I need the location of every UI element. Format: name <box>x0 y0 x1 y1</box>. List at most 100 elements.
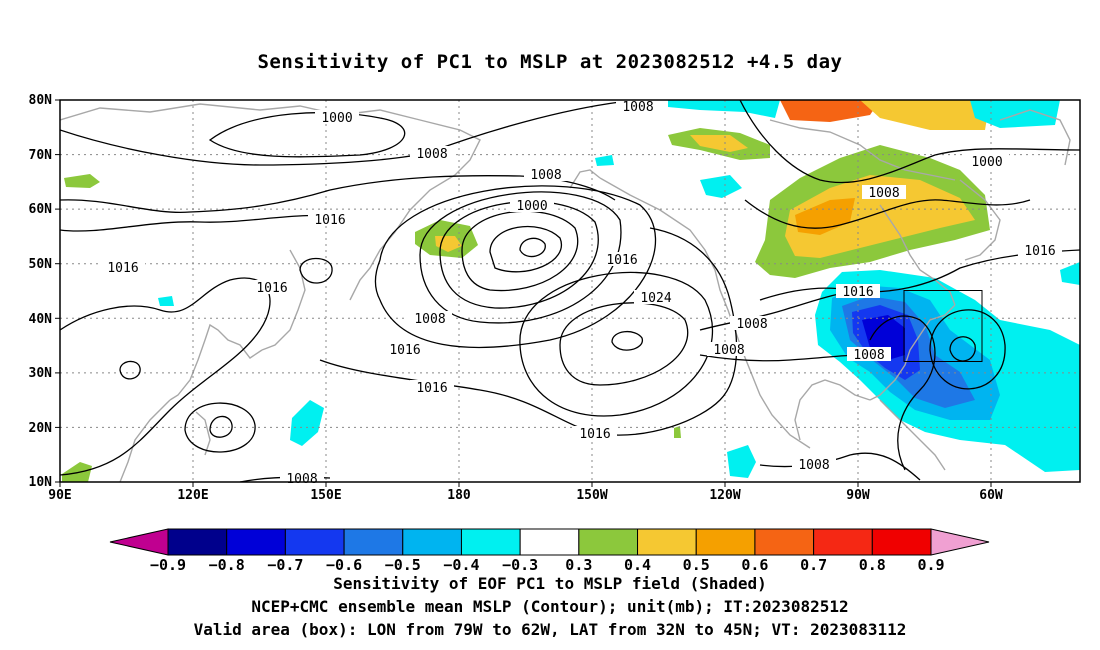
shade-spot-3 <box>158 296 174 306</box>
colorbar: −0.9 −0.8 −0.7 −0.6 −0.5 −0.4 −0.3 0.3 0.4 0.5 0.6… <box>109 528 990 574</box>
contour-label-text-11: 1008 <box>414 312 445 327</box>
contour-label-6: 1016 <box>308 212 352 228</box>
contour-pacific-low-3 <box>461 210 579 292</box>
colorbar-label-7: −0.3 <box>502 556 538 574</box>
colorbar-swatch-6 <box>460 528 521 556</box>
colorbar-swatch-12 <box>813 528 873 556</box>
colorbar-label-10: 0.5 <box>683 556 710 574</box>
lon-axis: 90E 120E 150E 180 150W 120W 90W 60W <box>48 482 1003 503</box>
contour-label-text-22: 1008 <box>853 348 884 363</box>
contour-label-7: 1016 <box>101 260 145 276</box>
shade-spot-2 <box>700 175 742 198</box>
coast-greenland <box>999 109 1071 166</box>
contour-label-text-10: 1024 <box>640 291 671 306</box>
coast-caribbean <box>879 399 946 471</box>
shade-mexico-negative <box>727 445 756 478</box>
map-frame <box>59 99 1081 483</box>
contour-label-2: 1008 <box>410 146 454 162</box>
contour-label-text-20: 1016 <box>1024 244 1055 259</box>
colorbar-label-9: 0.4 <box>624 556 651 574</box>
contour-1000-canada <box>739 100 1080 184</box>
sensitivity-shading <box>62 100 1080 482</box>
shade-arctic-negative <box>668 100 780 118</box>
contour-label-text-18: 1000 <box>971 155 1002 170</box>
contour-label-text-12: 1016 <box>389 343 420 358</box>
colorbar-swatch-8 <box>578 528 639 556</box>
contour-label-14: 1008 <box>730 316 774 332</box>
shade-spot-1 <box>595 155 614 166</box>
contour-label-text-8: 1016 <box>256 281 287 296</box>
contour-gulf-low <box>869 315 936 471</box>
contour-label-text-14: 1008 <box>736 317 767 332</box>
contour-label-text-13: 1016 <box>416 381 447 396</box>
contour-label-text-3: 1008 <box>622 100 653 115</box>
contour-label-19: 1008 <box>862 185 906 201</box>
lat-tick-20n: 20N <box>29 421 53 436</box>
contour-label-3: 1008 <box>616 99 660 115</box>
lon-tick-90e: 90E <box>48 488 71 503</box>
contour-label-text-2: 1008 <box>416 147 447 162</box>
contour-label-text-5: 1000 <box>516 199 547 214</box>
contour-label-17: 1008 <box>280 472 324 487</box>
coast-aleutians <box>569 169 601 189</box>
lat-tick-10n: 10N <box>29 475 53 490</box>
shade-canada-positive-mid <box>785 175 975 258</box>
colorbar-swatch-11 <box>754 528 815 556</box>
contour-atlantic-low <box>949 336 976 362</box>
colorbar-swatch-1 <box>167 528 228 556</box>
contour-label-text-7: 1016 <box>107 261 138 276</box>
shade-canada-positive-core <box>795 198 855 235</box>
colorbar-high-extension <box>930 528 990 556</box>
lon-tick-150e: 150E <box>310 488 341 503</box>
caption-line-3: Valid area (box): LON from 79W to 62W, L… <box>194 620 907 639</box>
contour-pacific-low-2 <box>489 225 563 273</box>
contour-label-12: 1016 <box>383 342 427 358</box>
shade-spot-5 <box>62 462 92 482</box>
shade-arctic-positive <box>860 100 990 130</box>
contour-china-cell <box>119 360 141 380</box>
contour-label-text-17: 1008 <box>286 472 317 487</box>
contour-1008-north <box>60 101 621 166</box>
map-title: Sensitivity of PC1 to MSLP at 2023082512… <box>257 51 842 73</box>
contour-label-10: 1024 <box>634 290 678 306</box>
colorbar-low-extension <box>109 528 169 556</box>
contour-label-text-6: 1016 <box>314 213 345 228</box>
lon-tick-60w: 60W <box>979 488 1003 503</box>
colorbar-label-4: −0.6 <box>326 556 362 574</box>
contour-label-9: 1016 <box>600 252 644 268</box>
colorbar-label-2: −0.8 <box>209 556 245 574</box>
coast-vietnam <box>119 399 171 482</box>
contour-wpac-low <box>209 415 233 438</box>
contour-wpac-low-2 <box>184 402 256 453</box>
coast-arctic-canada <box>769 119 956 181</box>
contour-pacific-low-core <box>519 237 546 258</box>
lat-tick-40n: 40N <box>29 312 53 327</box>
caption-line-2: NCEP+CMC ensemble mean MSLP (Contour); u… <box>251 597 848 616</box>
caption-block: Sensitivity of EOF PC1 to MSLP field (Sh… <box>194 574 907 639</box>
shade-arctic-negative-2 <box>970 100 1060 128</box>
contour-label-text-9: 1016 <box>606 253 637 268</box>
contour-label-text-21: 1016 <box>842 285 873 300</box>
shade-chukchi-core <box>690 135 748 152</box>
contour-1000-north <box>208 111 406 158</box>
shade-spot-4 <box>674 426 681 438</box>
contour-label-text-23: 1008 <box>798 458 829 473</box>
coast-philippines <box>195 411 211 456</box>
contour-label-22: 1008 <box>847 347 891 363</box>
contour-label-text-1: 1000 <box>321 111 352 126</box>
colorbar-swatch-7 <box>519 528 580 556</box>
coast-east-us <box>869 304 956 401</box>
colorbar-swatch-2 <box>226 528 286 556</box>
contour-label-text-19: 1008 <box>868 186 899 201</box>
colorbar-label-8: 0.3 <box>565 556 592 574</box>
lat-tick-50n: 50N <box>29 257 53 272</box>
contour-label-1: 1000 <box>315 110 359 126</box>
colorbar-swatch-10 <box>695 528 756 556</box>
contour-label-text-15: 1008 <box>713 343 744 358</box>
caption-line-1: Sensitivity of EOF PC1 to MSLP field (Sh… <box>333 574 766 593</box>
contour-label-5: 1000 <box>510 198 554 214</box>
contour-1016-north <box>60 214 351 232</box>
colorbar-label-3: −0.7 <box>267 556 303 574</box>
contour-label-text-16: 1016 <box>579 427 610 442</box>
